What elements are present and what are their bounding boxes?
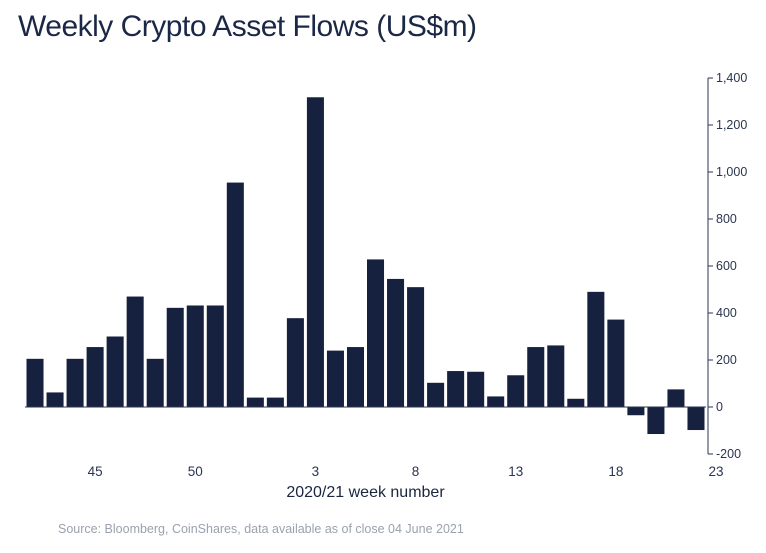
- bar: [407, 287, 425, 407]
- x-tick-label: 13: [508, 464, 523, 479]
- x-tick-label: 3: [312, 464, 320, 479]
- source-note: Source: Bloomberg, CoinShares, data avai…: [58, 522, 464, 536]
- y-tick-label: 1,000: [716, 165, 747, 179]
- bar: [286, 318, 304, 407]
- bar: [467, 371, 485, 407]
- bar: [427, 382, 445, 407]
- x-tick-label: 45: [88, 464, 103, 479]
- bar: [106, 336, 124, 407]
- y-tick-label: 1,200: [716, 118, 747, 132]
- bar: [346, 347, 364, 407]
- bar: [387, 278, 405, 407]
- y-tick-label: 400: [716, 306, 737, 320]
- x-tick-label: 8: [412, 464, 420, 479]
- bar-group: [26, 97, 705, 435]
- bar: [507, 375, 525, 407]
- y-tick-label: 0: [716, 400, 723, 414]
- y-tick-label: -200: [716, 447, 741, 461]
- y-tick-label: 1,400: [716, 71, 747, 85]
- bar: [66, 358, 84, 407]
- bar: [306, 97, 324, 408]
- chart-title: Weekly Crypto Asset Flows (US$m): [18, 10, 477, 43]
- bar: [226, 182, 244, 407]
- bar: [86, 347, 104, 407]
- bar: [146, 358, 164, 407]
- bar: [567, 398, 585, 407]
- bar: [667, 389, 685, 408]
- bar: [266, 397, 284, 407]
- y-tick-label: 600: [716, 259, 737, 273]
- bar: [527, 347, 545, 407]
- bar: [647, 407, 665, 435]
- y-tick-label: 800: [716, 212, 737, 226]
- bar: [126, 296, 144, 407]
- x-tick-label: 23: [708, 464, 723, 479]
- bar: [246, 397, 264, 407]
- bar: [627, 407, 645, 416]
- bar: [367, 259, 385, 407]
- y-tick-group: -200 0 200 400 600 800 1,000 1,200 1,400: [708, 71, 747, 461]
- bar: [587, 291, 605, 407]
- bar: [206, 305, 224, 407]
- x-tick-label: 50: [188, 464, 203, 479]
- bar: [186, 305, 204, 407]
- y-tick-label: 200: [716, 353, 737, 367]
- x-tick-group: 45 50 3 8 13 18 23: [88, 464, 724, 479]
- bar: [326, 350, 344, 407]
- bar: [447, 371, 465, 407]
- bar: [166, 307, 184, 407]
- x-tick-label: 18: [608, 464, 623, 479]
- bar: [487, 396, 505, 407]
- bar: [607, 319, 625, 407]
- bar: [46, 392, 64, 407]
- bar: [26, 358, 44, 407]
- bar: [687, 407, 705, 431]
- x-axis-label: 2020/21 week number: [286, 484, 445, 501]
- bar: [547, 345, 565, 407]
